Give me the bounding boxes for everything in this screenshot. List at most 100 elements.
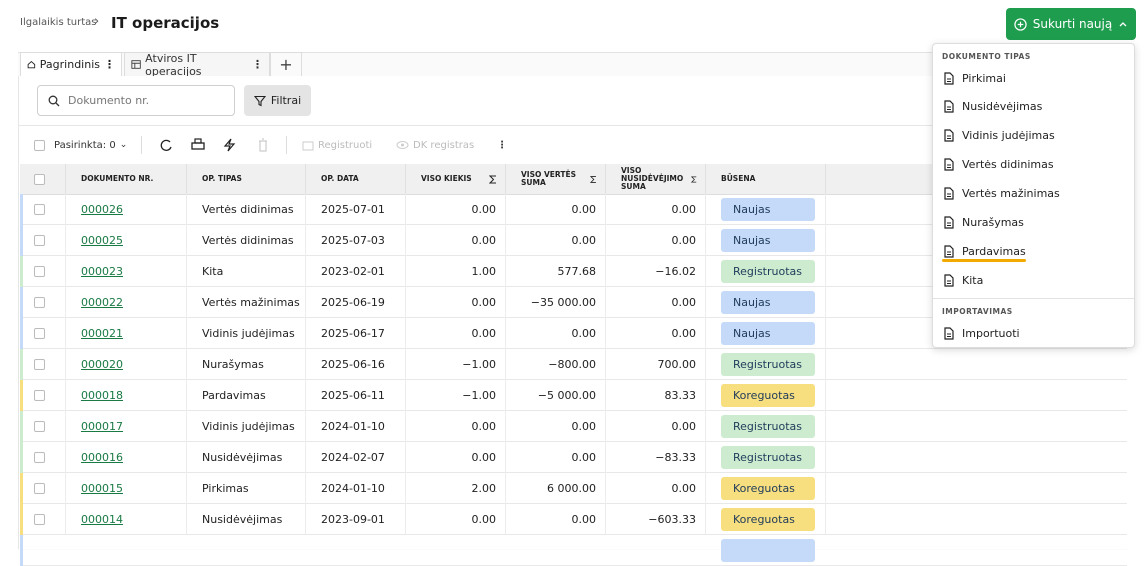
create-button[interactable]: Sukurti naują [1006, 8, 1136, 40]
row-status-bar [20, 411, 23, 442]
document-link[interactable]: 000026 [81, 203, 123, 216]
register-button: Registruoti [302, 137, 372, 153]
divider [18, 125, 1127, 126]
filter-label: Filtrai [270, 94, 302, 107]
tab[interactable]: Atviros IT operacijos ⋮ [124, 52, 270, 78]
cell-text: 2025-06-19 [321, 296, 385, 309]
table-cell: 0.00 [605, 473, 705, 504]
table-cell: 6 000.00 [505, 473, 605, 504]
row-checkbox[interactable] [34, 514, 45, 525]
cell-text: 0.00 [571, 234, 597, 247]
filter-button[interactable]: Filtrai [244, 85, 311, 116]
header-checkbox[interactable] [34, 174, 45, 185]
row-checkbox[interactable] [34, 452, 45, 463]
table-row: 000023 Kita 2023-02-01 1.00 577.68 −16.02 Regi… [20, 256, 1127, 287]
menu-icon [944, 71, 954, 85]
more-button[interactable]: ⋮ [497, 139, 507, 151]
status-badge: Naujas [721, 229, 815, 252]
row-checkbox[interactable] [34, 297, 45, 308]
row-checkbox[interactable] [34, 359, 45, 370]
table-cell: Registruotas [705, 349, 825, 380]
tab[interactable]: Pagrindinis ⋮ [20, 52, 122, 76]
document-link[interactable]: 000017 [81, 420, 123, 433]
action-icon[interactable] [223, 138, 236, 152]
menu-item[interactable]: Vertės didinimas [943, 156, 1054, 174]
select-control[interactable]: Pasirinkta: 0 ⌄ [34, 137, 127, 153]
cell-text: Kita [202, 265, 224, 278]
cell-text: 2023-02-01 [321, 265, 385, 278]
cell-text: 0.00 [671, 482, 697, 495]
document-link[interactable]: 000022 [81, 296, 123, 309]
tab-menu[interactable]: ⋮ [104, 58, 115, 71]
cell-text: 0.00 [471, 451, 497, 464]
row-checkbox[interactable] [34, 328, 45, 339]
column-header: VISO KIEKIS [405, 164, 505, 194]
toolbar-divider [286, 136, 287, 154]
table-cell [825, 473, 1127, 504]
eye-icon [396, 141, 409, 149]
checkbox[interactable] [34, 139, 45, 151]
breadcrumb-parent[interactable]: Ilgalaikis turtas [20, 17, 97, 28]
menu-item[interactable]: Nusidėvėjimas [943, 98, 1042, 116]
sum-icon[interactable] [590, 175, 597, 184]
table-cell: 0.00 [505, 194, 605, 225]
refresh-icon[interactable] [160, 139, 172, 151]
add-tab[interactable]: + [270, 52, 302, 76]
table-cell [825, 256, 1127, 287]
sum-icon[interactable] [489, 175, 497, 184]
create-menu: DOKUMENTO TIPAS Pirkimai Nusidėvėjimas Vidi… [932, 43, 1135, 348]
cell-text: 0.00 [671, 327, 697, 340]
row-checkbox[interactable] [34, 204, 45, 215]
document-link[interactable]: 000020 [81, 358, 123, 371]
cell-text: 2025-06-17 [321, 327, 385, 340]
table-cell: 000017 [65, 411, 186, 442]
search-input[interactable]: Dokumento nr. [37, 85, 235, 116]
menu-item[interactable]: Pirkimai [943, 69, 1006, 87]
menu-item[interactable]: Importuoti [943, 324, 1020, 342]
menu-item[interactable]: Kita [943, 271, 983, 289]
menu-item[interactable]: Vidinis judėjimas [943, 127, 1055, 145]
table-cell: 0.00 [405, 318, 505, 349]
document-link[interactable]: 000018 [81, 389, 123, 402]
cell-text: 0.00 [471, 420, 497, 433]
row-checkbox[interactable] [34, 390, 45, 401]
table-cell: Naujas [705, 225, 825, 256]
row-checkbox[interactable] [34, 266, 45, 277]
table-cell: 0.00 [405, 411, 505, 442]
menu-item[interactable]: Nurašymas [943, 214, 1024, 232]
cell-text: −1.00 [462, 389, 496, 402]
table-cell: 2024-01-10 [305, 411, 405, 442]
sum-icon[interactable] [691, 175, 697, 184]
document-link[interactable]: 000025 [81, 234, 123, 247]
table-cell: 000016 [65, 442, 186, 473]
document-link[interactable]: 000021 [81, 327, 123, 340]
document-link[interactable]: 000016 [81, 451, 123, 464]
cell-text: 2024-01-10 [321, 420, 385, 433]
document-link[interactable]: 000015 [81, 482, 123, 495]
document-link[interactable]: 000014 [81, 513, 123, 526]
tab-menu[interactable]: ⋮ [252, 58, 263, 71]
menu-item[interactable]: Vertės mažinimas [943, 185, 1060, 203]
table-cell [825, 504, 1127, 535]
table-cell: 0.00 [405, 225, 505, 256]
table-cell: 000014 [65, 504, 186, 535]
table-icon [131, 60, 141, 69]
print-icon[interactable] [191, 142, 205, 150]
menu-icon [944, 187, 954, 200]
menu-item-label: Pardavimas [962, 244, 1026, 258]
row-checkbox[interactable] [34, 483, 45, 494]
status-badge: Naujas [721, 322, 815, 345]
row-checkbox[interactable] [34, 235, 45, 246]
register-icon [302, 141, 314, 150]
row-status-bar [20, 442, 23, 473]
breadcrumb-separator: › [94, 14, 100, 29]
cell-text: 0.00 [671, 203, 697, 216]
table-cell: Naujas [705, 194, 825, 225]
table-cell: Registruotas [705, 411, 825, 442]
document-link[interactable]: 000023 [81, 265, 123, 278]
cell-text: 0.00 [571, 420, 597, 433]
table-cell: 2025-07-01 [305, 194, 405, 225]
menu-item[interactable]: Pardavimas [943, 242, 1026, 260]
row-checkbox[interactable] [34, 421, 45, 432]
table-cell: 0.00 [505, 442, 605, 473]
